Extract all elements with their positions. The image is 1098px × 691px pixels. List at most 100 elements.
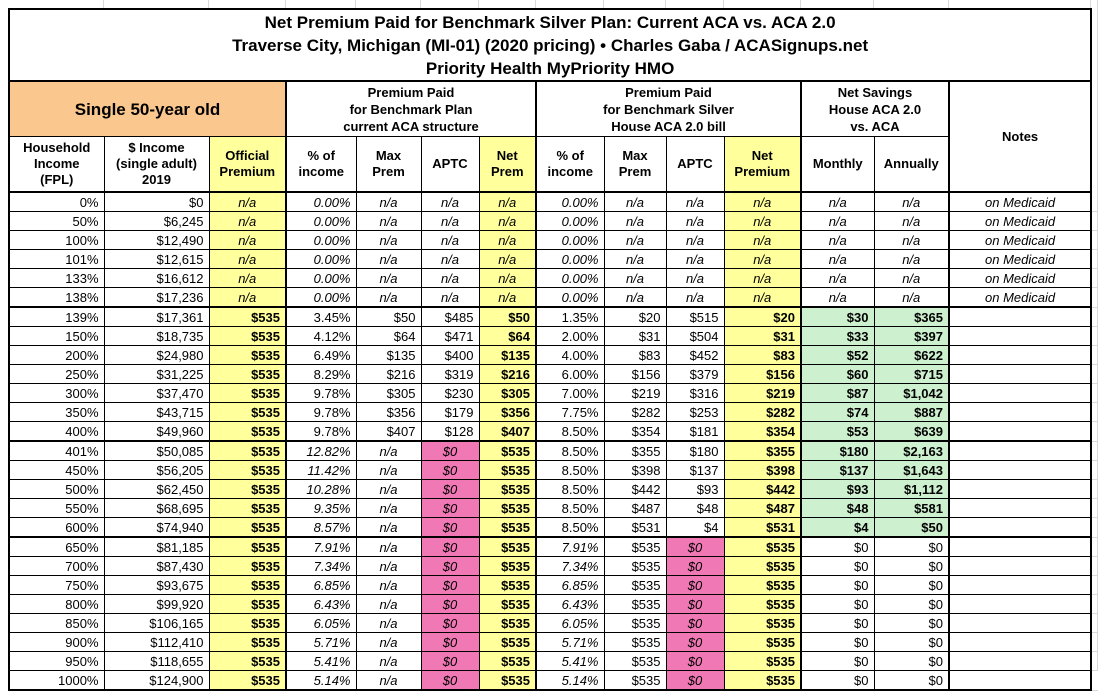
cell-fpl: 0% [8, 191, 105, 212]
cell-aca-aptc: $485 [420, 306, 480, 327]
table-row: 401% $50,085 $535 12.82% n/a $0 $535 8.50% $355 $… [8, 440, 1092, 461]
cell-aca2-net: n/a [723, 230, 802, 250]
cell-aca-aptc: $0 [420, 632, 480, 652]
cell-aca-aptc: $0 [420, 670, 480, 691]
cell-monthly: $33 [800, 326, 875, 346]
cell-monthly: $93 [800, 479, 875, 499]
cell-aca-net: $535 [478, 613, 537, 633]
gridline-tick [665, 0, 666, 8]
cell-aca2-aptc: $504 [665, 326, 725, 346]
cell-income: $87,430 [103, 556, 210, 576]
cell-aca2-net: n/a [723, 211, 802, 231]
gridline-tick [1092, 613, 1098, 614]
cell-official: $535 [208, 556, 287, 576]
gridline-tick [948, 0, 949, 8]
gridline-tick [1092, 230, 1098, 231]
col-header-income: $ Income (single adult) 2019 [103, 136, 210, 193]
cell-official: $535 [208, 383, 287, 403]
cell-income: $49,960 [103, 421, 210, 442]
cell-notes [947, 556, 1092, 576]
cell-fpl: 101% [8, 249, 105, 269]
cell-annually: $2,163 [873, 440, 950, 461]
cell-aca2-pct: 4.00% [535, 345, 605, 365]
cell-aca-pct: 6.85% [285, 575, 357, 595]
cell-aca2-aptc: $452 [665, 345, 725, 365]
cell-aca-pct: 12.82% [285, 440, 357, 461]
cell-income: $56,205 [103, 460, 210, 480]
premium-comparison-table: Net Premium Paid for Benchmark Silver Pl… [8, 8, 1093, 691]
cell-aca2-net: n/a [723, 268, 802, 288]
cell-monthly: $137 [800, 460, 875, 480]
cell-aca2-max: $156 [603, 364, 667, 384]
cell-official: $535 [208, 498, 287, 518]
table-row: 250% $31,225 $535 8.29% $216 $319 $216 6.00% $15… [8, 364, 1092, 384]
gridline-tick [1092, 651, 1098, 652]
cell-official: $535 [208, 345, 287, 365]
table-row: 400% $49,960 $535 9.78% $407 $128 $407 8.50% $35… [8, 421, 1092, 442]
cell-annually: $0 [873, 536, 950, 557]
table-row: 550% $68,695 $535 9.35% n/a $0 $535 8.50% $487 $4… [8, 498, 1092, 518]
cell-aca-pct: 0.00% [285, 211, 357, 231]
cell-aca2-aptc: $0 [665, 613, 725, 633]
cell-monthly: n/a [800, 287, 875, 308]
cell-income: $93,675 [103, 575, 210, 595]
cell-aca-pct: 6.05% [285, 613, 357, 633]
cell-fpl: 138% [8, 287, 105, 308]
cell-income: $18,735 [103, 326, 210, 346]
cell-aca2-aptc: n/a [665, 249, 725, 269]
cell-aca-aptc: n/a [420, 191, 480, 212]
table-row: 100% $12,490 n/a 0.00% n/a n/a n/a 0.00% n/a n/a n… [8, 230, 1092, 250]
cell-aca-pct: 0.00% [285, 191, 357, 212]
cell-aca2-net: $535 [723, 632, 802, 652]
gridline-tick [1092, 421, 1098, 422]
gridline-tick [1092, 249, 1098, 250]
cell-aca2-pct: 0.00% [535, 230, 605, 250]
cell-fpl: 139% [8, 306, 105, 327]
cell-aca2-net: $156 [723, 364, 802, 384]
cell-aca2-aptc: n/a [665, 191, 725, 212]
cell-aca2-max: $535 [603, 632, 667, 652]
cell-aca2-pct: 8.50% [535, 517, 605, 538]
gridline-tick [1092, 383, 1098, 384]
cell-income: $17,236 [103, 287, 210, 308]
cell-aca-max: $64 [355, 326, 422, 346]
col-header-annually: Annually [873, 136, 950, 193]
cell-aca2-net: $282 [723, 402, 802, 422]
cell-notes [947, 440, 1092, 461]
cell-notes [947, 632, 1092, 652]
cell-monthly: $0 [800, 575, 875, 595]
cell-aca-pct: 10.28% [285, 479, 357, 499]
cell-monthly: $0 [800, 651, 875, 671]
cell-aca2-net: $487 [723, 498, 802, 518]
cell-official: n/a [208, 191, 287, 212]
cell-aca-pct: 8.29% [285, 364, 357, 384]
gridline-tick [1092, 632, 1098, 633]
subject-header: Single 50-year old [8, 80, 287, 137]
cell-official: n/a [208, 249, 287, 269]
table-row: 101% $12,615 n/a 0.00% n/a n/a n/a 0.00% n/a n/a n… [8, 249, 1092, 269]
aca-group-line: Premium Paid [367, 84, 455, 100]
cell-aca2-pct: 0.00% [535, 191, 605, 212]
cell-notes [947, 345, 1092, 365]
cell-monthly: n/a [800, 230, 875, 250]
cell-notes [947, 575, 1092, 595]
cell-aca-net: $135 [478, 345, 537, 365]
cell-aca2-max: $31 [603, 326, 667, 346]
cell-official: $535 [208, 479, 287, 499]
cell-annually: $622 [873, 345, 950, 365]
cell-annually: n/a [873, 230, 950, 250]
title-line-3: Priority Health MyPriority HMO [425, 58, 675, 78]
cell-aca-aptc: $0 [420, 575, 480, 595]
gridline-tick [478, 0, 479, 8]
cell-monthly: $0 [800, 632, 875, 652]
gridline-tick [1092, 460, 1098, 461]
cell-aca-pct: 0.00% [285, 230, 357, 250]
cell-official: $535 [208, 613, 287, 633]
cell-aca2-pct: 8.50% [535, 460, 605, 480]
cell-annually: $50 [873, 517, 950, 538]
cell-aca-net: $216 [478, 364, 537, 384]
cell-notes [947, 460, 1092, 480]
gridline-tick [103, 0, 104, 8]
cell-aca-max: n/a [355, 460, 422, 480]
cell-fpl: 900% [8, 632, 105, 652]
